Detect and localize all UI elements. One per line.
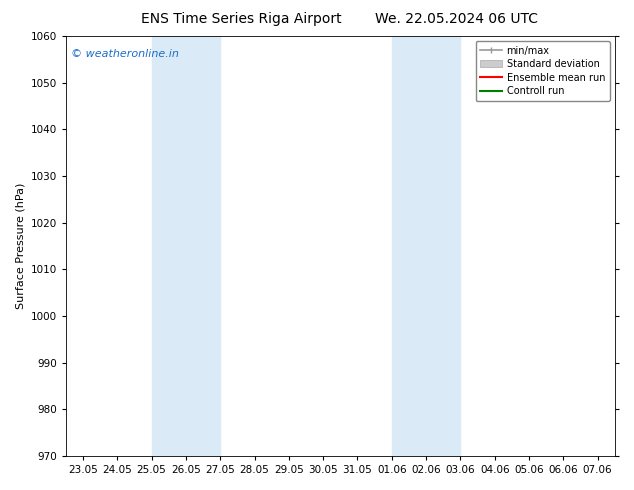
Text: ENS Time Series Riga Airport: ENS Time Series Riga Airport bbox=[141, 12, 341, 26]
Legend: min/max, Standard deviation, Ensemble mean run, Controll run: min/max, Standard deviation, Ensemble me… bbox=[476, 41, 610, 101]
Bar bbox=[392, 36, 460, 456]
Y-axis label: Surface Pressure (hPa): Surface Pressure (hPa) bbox=[15, 183, 25, 309]
Text: © weatheronline.in: © weatheronline.in bbox=[71, 49, 179, 59]
Bar bbox=[152, 36, 220, 456]
Text: We. 22.05.2024 06 UTC: We. 22.05.2024 06 UTC bbox=[375, 12, 538, 26]
